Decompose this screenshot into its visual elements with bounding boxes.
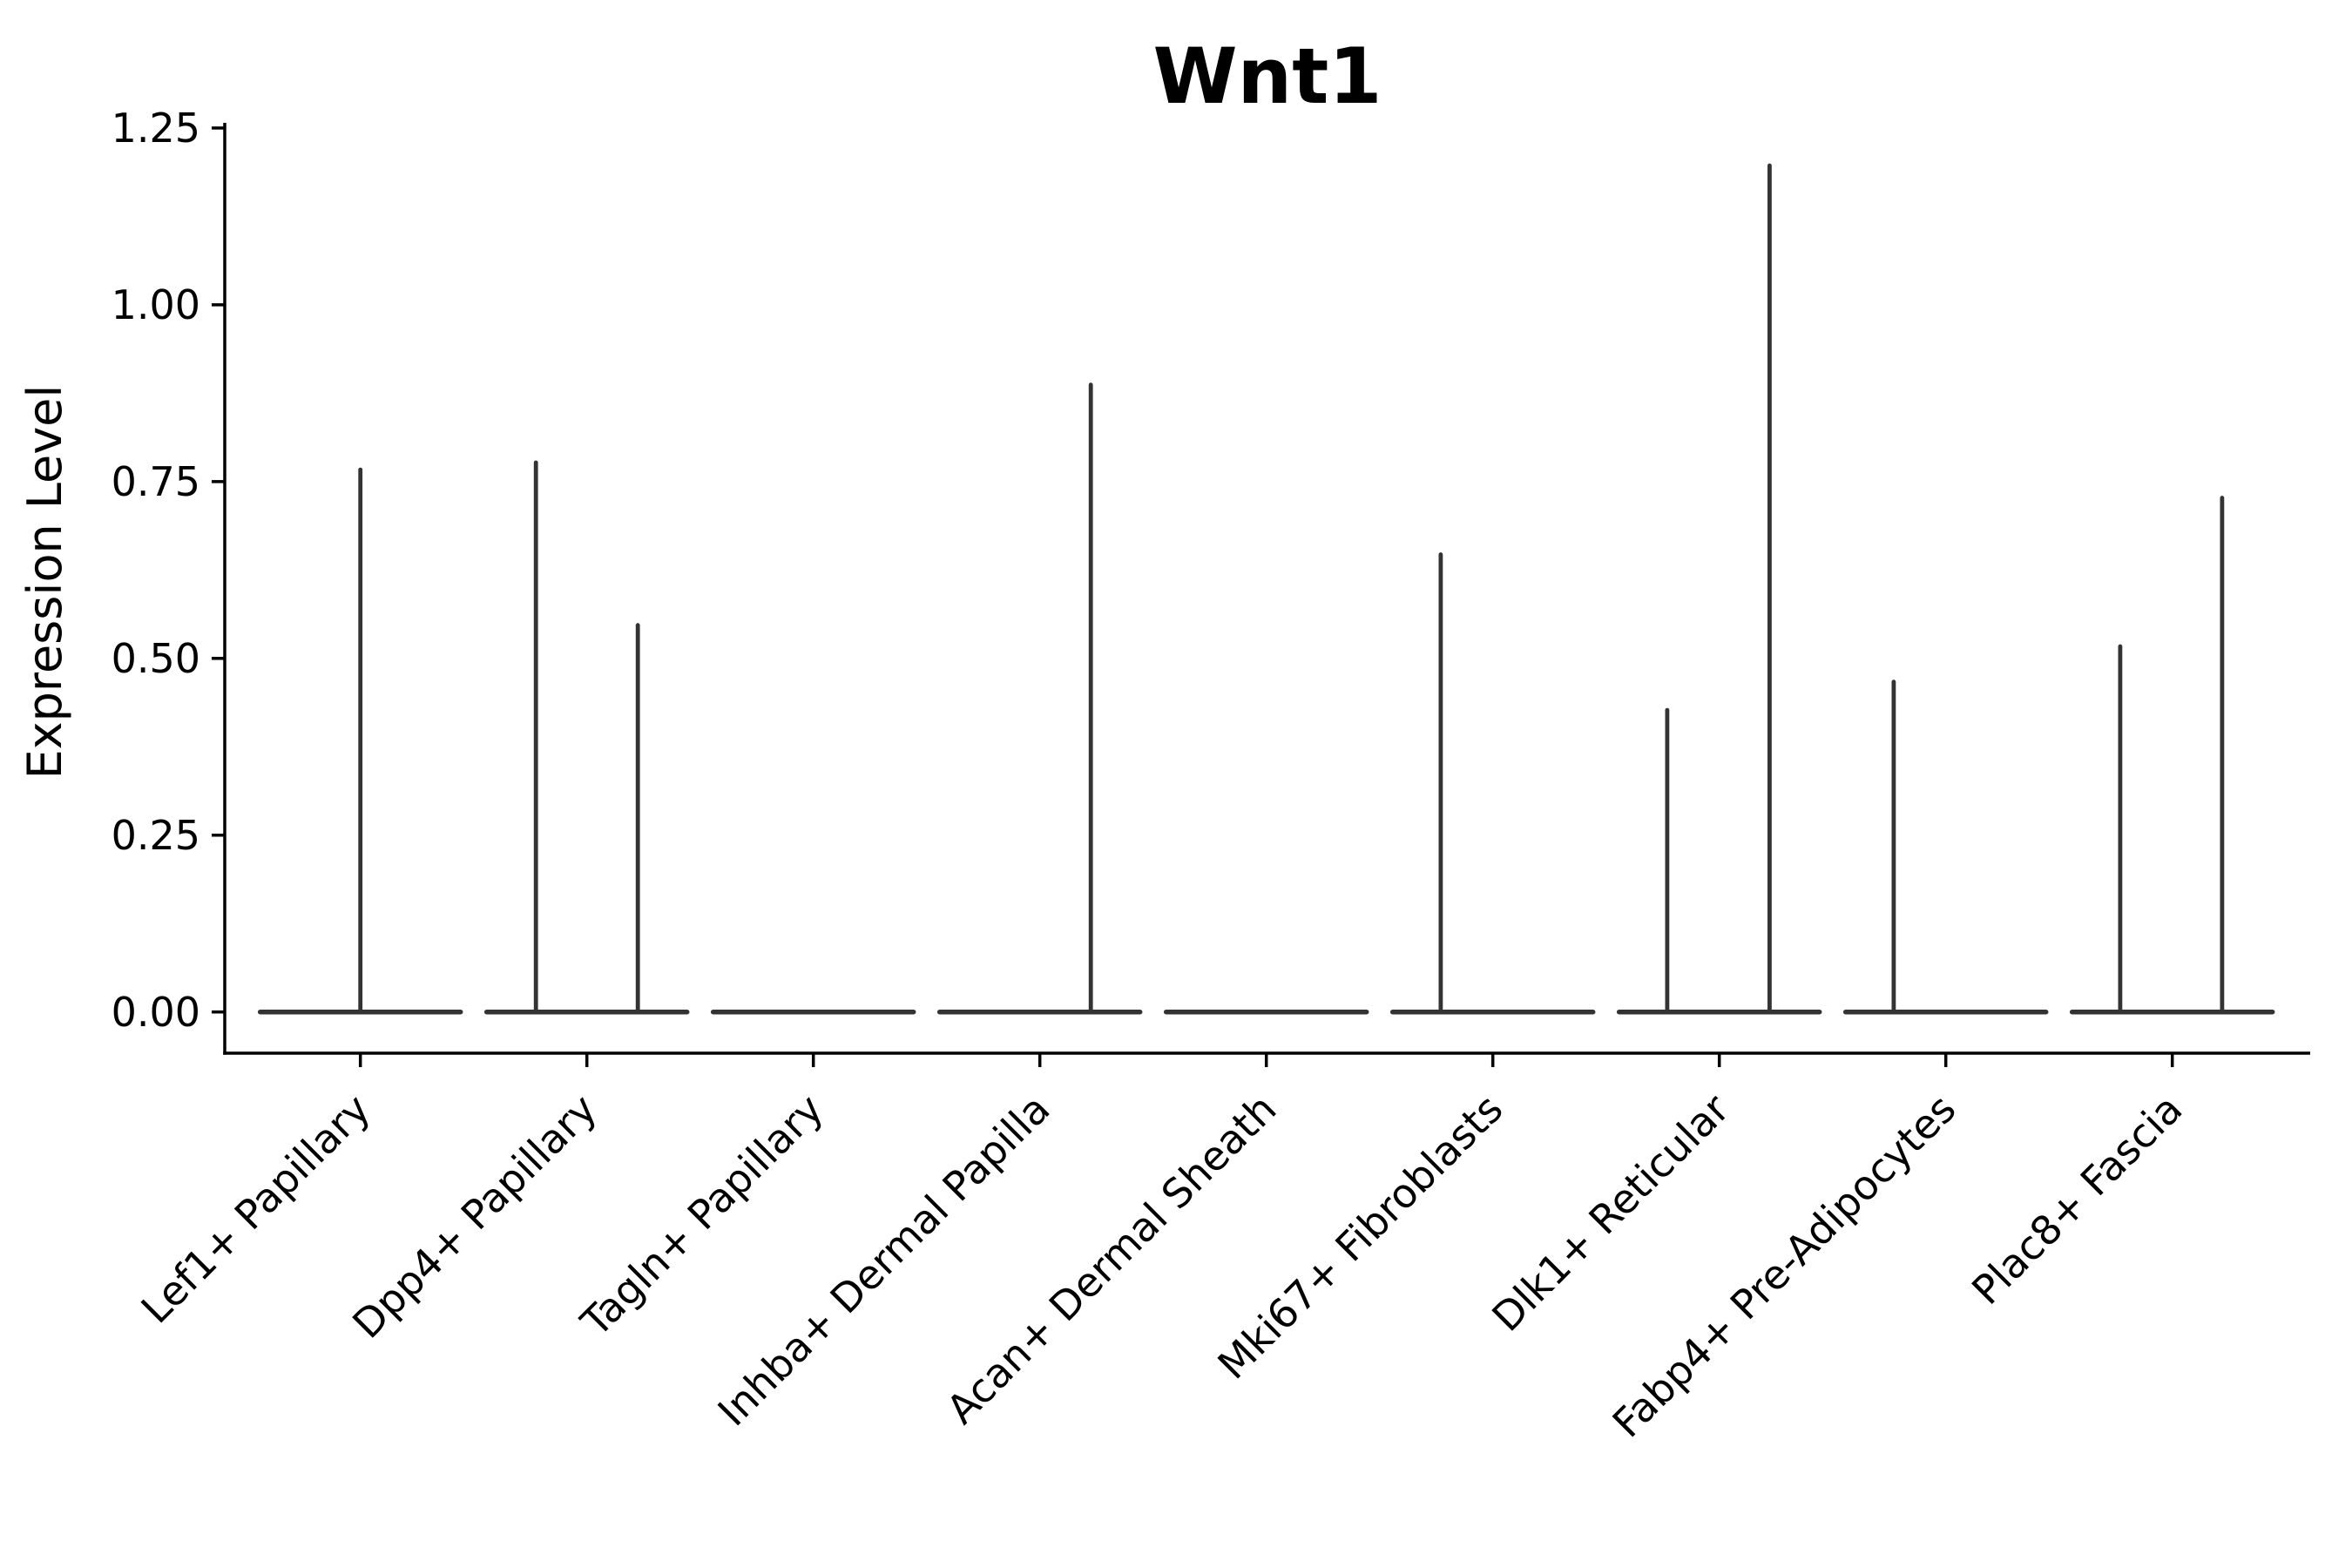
y-axis-label: Expression Level [17,385,72,780]
category-label: Lef1+ Papillary [132,1085,380,1333]
y-axis-ticks: 0.00 0.25 0.50 0.75 1.00 1.25 [112,105,225,1036]
violins [257,163,2275,1015]
y-tick-label: 1.00 [112,281,200,328]
y-tick-label: 0.50 [112,635,200,682]
y-tick-label: 0.75 [112,458,200,505]
y-tick-label: 1.25 [112,105,200,152]
y-tick-label: 0.25 [112,812,200,859]
category-label: Dpp4+ Papillary [343,1085,605,1348]
category-label: Plac8+ Fascia [1963,1085,2191,1314]
chart-title: Wnt1 [1152,31,1382,121]
y-tick-label: 0.00 [112,989,200,1036]
category-label: Tagln+ Papillary [571,1085,833,1347]
category-label: Dlk1+ Reticular [1483,1085,1738,1341]
